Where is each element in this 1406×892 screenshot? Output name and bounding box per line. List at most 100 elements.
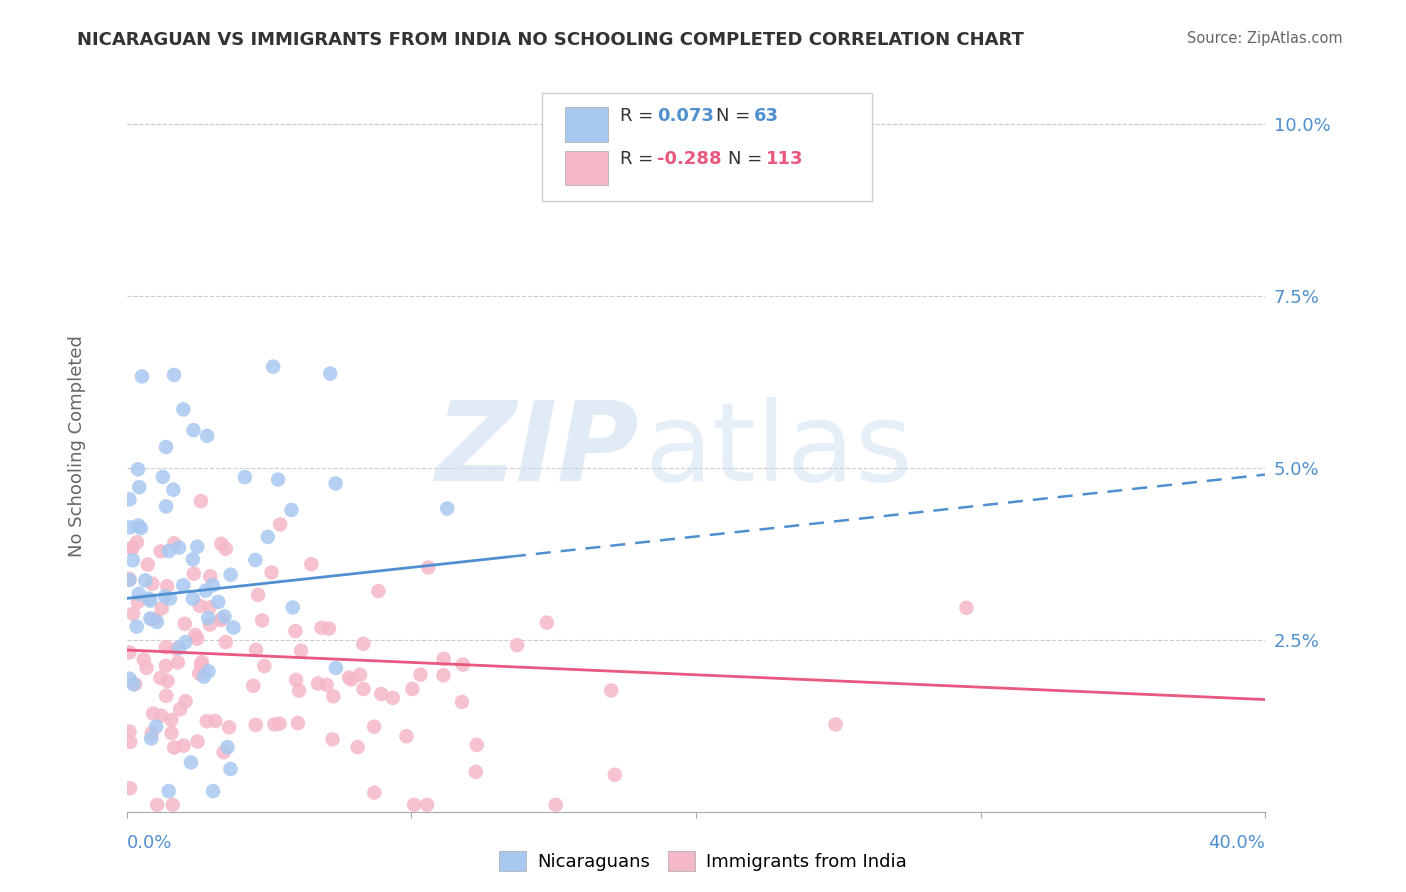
Point bbox=[204, 714, 226, 728]
FancyBboxPatch shape bbox=[565, 151, 609, 186]
Point bbox=[269, 517, 291, 532]
Point bbox=[141, 726, 163, 740]
Point bbox=[127, 595, 149, 609]
Point bbox=[404, 797, 426, 812]
Point bbox=[285, 673, 308, 687]
Point bbox=[169, 702, 191, 716]
Point bbox=[287, 716, 309, 731]
Point bbox=[174, 635, 197, 649]
Point bbox=[325, 476, 347, 491]
Point bbox=[418, 560, 440, 574]
Point bbox=[127, 462, 149, 476]
Point bbox=[186, 540, 208, 554]
Point bbox=[307, 676, 329, 690]
Text: No Schooling Completed: No Schooling Completed bbox=[69, 335, 86, 557]
Point bbox=[209, 613, 232, 627]
Point bbox=[122, 607, 145, 621]
Legend: Nicaraguans, Immigrants from India: Nicaraguans, Immigrants from India bbox=[492, 844, 914, 879]
Point bbox=[465, 738, 488, 752]
Point bbox=[212, 745, 235, 759]
Point bbox=[214, 609, 236, 624]
Point bbox=[215, 541, 238, 556]
Point bbox=[118, 672, 141, 686]
Point bbox=[245, 643, 267, 657]
Point bbox=[172, 578, 194, 592]
Text: atlas: atlas bbox=[645, 397, 914, 504]
Point bbox=[245, 553, 267, 567]
Point bbox=[290, 644, 312, 658]
Point bbox=[141, 612, 163, 626]
Point bbox=[409, 667, 432, 681]
Point bbox=[211, 612, 233, 626]
Point bbox=[150, 708, 173, 723]
Point bbox=[197, 611, 219, 625]
Point bbox=[207, 595, 229, 609]
Point bbox=[370, 687, 392, 701]
Point bbox=[209, 537, 232, 551]
Point bbox=[124, 677, 146, 691]
Point bbox=[193, 670, 215, 684]
Point bbox=[267, 473, 290, 487]
Text: -0.288: -0.288 bbox=[657, 150, 721, 169]
Point bbox=[174, 694, 197, 708]
Point bbox=[146, 797, 169, 812]
Point bbox=[202, 784, 225, 798]
Point bbox=[149, 544, 172, 558]
Point bbox=[155, 659, 177, 673]
Point bbox=[121, 541, 143, 555]
Point bbox=[141, 576, 163, 591]
Text: R =: R = bbox=[620, 107, 658, 125]
Point bbox=[159, 591, 181, 606]
Point bbox=[201, 578, 224, 592]
Point bbox=[536, 615, 558, 630]
Point bbox=[395, 729, 418, 743]
Point bbox=[162, 483, 184, 497]
Point bbox=[139, 611, 162, 625]
Point bbox=[155, 440, 177, 454]
Point bbox=[173, 616, 195, 631]
Point bbox=[181, 591, 204, 606]
Point bbox=[367, 584, 389, 599]
Point bbox=[118, 492, 141, 507]
Point bbox=[318, 622, 340, 636]
Point bbox=[139, 593, 162, 607]
Point bbox=[186, 632, 208, 646]
Point bbox=[325, 661, 347, 675]
Point bbox=[401, 681, 423, 696]
FancyBboxPatch shape bbox=[543, 93, 873, 202]
Point bbox=[127, 518, 149, 533]
Point bbox=[120, 735, 142, 749]
Point bbox=[118, 724, 141, 739]
Point bbox=[432, 652, 454, 666]
Point bbox=[194, 583, 217, 598]
Text: ZIP: ZIP bbox=[436, 397, 640, 504]
Point bbox=[253, 659, 276, 673]
Point bbox=[600, 683, 623, 698]
Point bbox=[319, 367, 342, 381]
Point bbox=[173, 739, 195, 753]
Point bbox=[118, 520, 141, 534]
Point bbox=[160, 726, 183, 740]
Point bbox=[181, 552, 204, 566]
Point bbox=[143, 612, 166, 626]
Text: 0.073: 0.073 bbox=[657, 107, 714, 125]
Point bbox=[165, 641, 187, 656]
Point bbox=[134, 574, 156, 588]
Point bbox=[197, 665, 219, 679]
Point bbox=[183, 566, 205, 581]
Point bbox=[219, 762, 242, 776]
Point bbox=[322, 690, 344, 704]
Point bbox=[160, 713, 183, 727]
Text: N =: N = bbox=[717, 107, 756, 125]
Point bbox=[138, 591, 160, 606]
Point bbox=[281, 600, 304, 615]
Point bbox=[188, 666, 211, 681]
Point bbox=[155, 640, 177, 655]
Point bbox=[195, 429, 218, 443]
Text: R =: R = bbox=[620, 150, 658, 169]
Text: NICARAGUAN VS IMMIGRANTS FROM INDIA NO SCHOOLING COMPLETED CORRELATION CHART: NICARAGUAN VS IMMIGRANTS FROM INDIA NO S… bbox=[77, 31, 1024, 49]
Point bbox=[183, 423, 205, 437]
Point bbox=[215, 635, 238, 649]
Point bbox=[195, 714, 218, 729]
Point bbox=[340, 673, 363, 687]
